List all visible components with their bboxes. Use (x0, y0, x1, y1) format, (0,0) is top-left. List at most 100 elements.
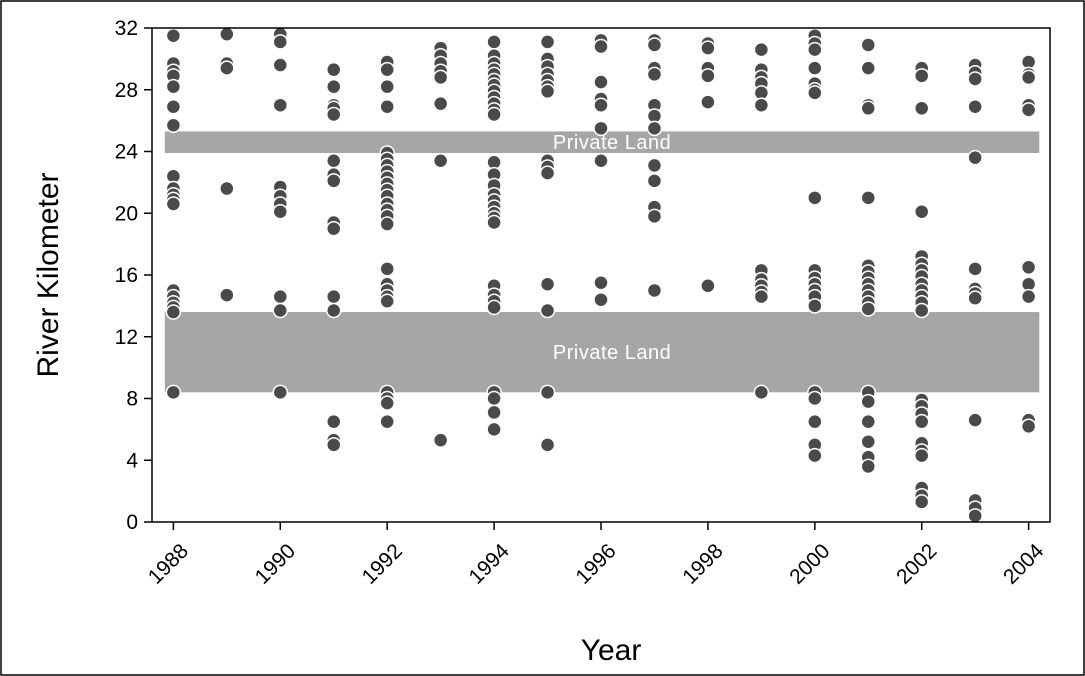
x-tick-label: 1994 (465, 539, 515, 589)
data-point (807, 390, 823, 407)
x-tick-label: 1990 (251, 539, 300, 588)
data-point (700, 40, 716, 56)
data-point (272, 57, 289, 73)
data-point (807, 190, 823, 206)
data-point (539, 437, 556, 453)
data-point (593, 120, 609, 137)
data-point (913, 68, 930, 84)
data-point (272, 34, 289, 50)
y-tick-label: 20 (115, 202, 138, 225)
data-point (807, 85, 823, 101)
data-point (325, 153, 342, 169)
data-point (967, 98, 983, 115)
data-point (219, 60, 235, 76)
private-land-band (164, 312, 1040, 393)
data-point (753, 384, 770, 401)
data-point (486, 390, 502, 407)
data-point (860, 100, 877, 117)
data-point (325, 78, 342, 95)
data-point (486, 106, 502, 123)
x-tick-label: 2004 (999, 539, 1049, 589)
data-point (807, 41, 823, 58)
data-point (379, 261, 395, 277)
data-point (379, 395, 395, 411)
private-land-bands: Private Land Private Land (164, 131, 1040, 393)
y-tick-label: 28 (115, 79, 138, 102)
data-point (165, 27, 182, 44)
data-point (860, 37, 877, 53)
data-point (325, 220, 342, 237)
data-point (325, 106, 342, 123)
data-point (432, 95, 449, 112)
data-point (272, 288, 289, 305)
y-tick-label: 4 (126, 449, 138, 472)
data-point (272, 384, 289, 401)
data-point (539, 165, 556, 181)
data-point (913, 494, 930, 510)
data-point (219, 26, 235, 42)
data-point (486, 34, 502, 50)
data-point (913, 203, 930, 220)
data-point (807, 60, 823, 76)
data-point (807, 413, 823, 430)
data-point (646, 282, 663, 299)
data-point (379, 413, 395, 430)
data-point (165, 196, 182, 212)
data-point (807, 447, 823, 464)
data-point (700, 68, 716, 84)
data-point (860, 190, 877, 206)
data-point (967, 71, 983, 87)
data-point (165, 98, 182, 115)
data-point (486, 404, 502, 421)
x-axis-ticks: 1988 1990 1992 1994 1996 1998 2000 2002 2004 (144, 522, 1049, 589)
data-point (860, 413, 877, 430)
data-point (219, 180, 235, 197)
y-tick-label: 0 (126, 511, 138, 534)
y-tick-label: 24 (115, 141, 139, 164)
data-point (219, 287, 235, 303)
data-point (860, 433, 877, 450)
data-point (379, 78, 395, 95)
data-point (325, 173, 342, 189)
data-point (593, 38, 609, 55)
x-tick-label: 1992 (358, 539, 407, 588)
data-point (486, 214, 502, 231)
data-point (860, 458, 877, 475)
data-point (913, 447, 930, 464)
data-point (325, 302, 342, 319)
data-point (539, 276, 556, 293)
y-tick-label: 16 (115, 264, 138, 287)
y-tick-label: 32 (115, 17, 138, 40)
y-tick-label: 12 (115, 326, 138, 349)
data-point (593, 274, 609, 291)
data-point (1020, 418, 1037, 435)
data-point (860, 301, 877, 317)
data-point (379, 293, 395, 309)
data-point (967, 290, 983, 306)
x-tick-label: 2002 (892, 539, 941, 588)
y-axis-ticks: 0 4 8 12 16 20 24 28 32 (115, 17, 152, 534)
data-point (165, 304, 182, 320)
data-point (646, 120, 663, 137)
data-point (700, 278, 716, 294)
data-point (379, 61, 395, 78)
data-point (913, 302, 930, 319)
data-point (486, 421, 502, 438)
data-point (967, 149, 983, 166)
data-point (913, 413, 930, 430)
data-point (807, 298, 823, 314)
band-label: Private Land (553, 342, 671, 364)
x-tick-label: 2000 (785, 539, 834, 588)
data-point (860, 60, 877, 76)
data-point (539, 83, 556, 100)
data-point (379, 216, 395, 232)
data-point (1020, 288, 1037, 305)
data-point (646, 208, 663, 225)
data-point (165, 384, 182, 401)
data-point (432, 432, 449, 448)
data-point (165, 117, 182, 134)
data-point (325, 61, 342, 78)
data-point (967, 508, 983, 524)
data-point (539, 384, 556, 401)
